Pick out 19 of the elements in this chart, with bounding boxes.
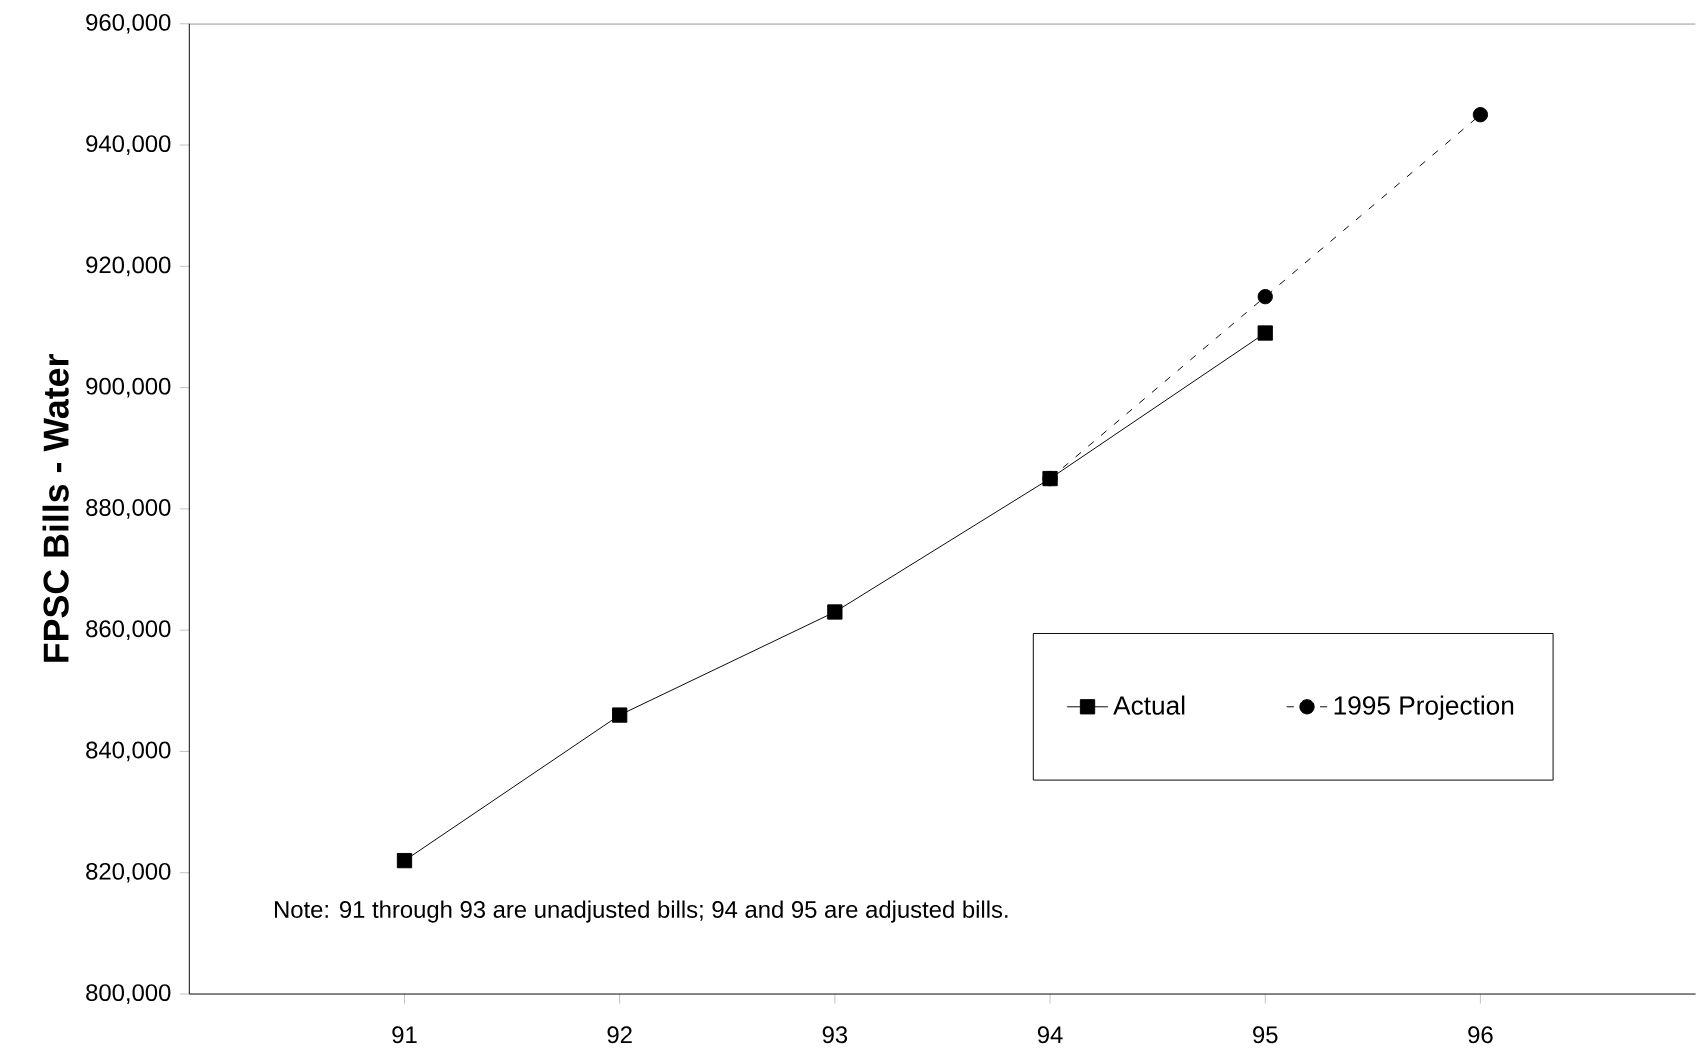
y-tick-label: 840,000 [86, 741, 171, 762]
y-tick-label: 880,000 [86, 499, 171, 519]
y-tick-label: 900,000 [86, 377, 171, 398]
y-tick-label: 920,000 [86, 256, 171, 277]
legend-label: 1995 Projection [1334, 695, 1514, 720]
legend-label: Actual [1113, 695, 1185, 715]
x-tick-label: 95 [1253, 1026, 1278, 1044]
y-tick-label: 820,000 [86, 862, 171, 883]
x-tick-label: 93 [822, 1026, 848, 1044]
y-tick-label: 860,000 [86, 620, 171, 640]
x-tick-label: 91 [392, 1026, 417, 1044]
y-tick-label: 960,000 [86, 13, 171, 34]
y-tick-label: 800,000 [86, 984, 171, 1004]
y-axis-title: FPSC Bills - Water [42, 353, 69, 662]
x-tick-label: 92 [607, 1026, 632, 1044]
annotation: Note: 91 through 93 are unadjusted bills; 94 and 95 are adjusted bills. [275, 900, 1008, 923]
x-tick-label: 94 [1037, 1026, 1063, 1044]
y-tick-label: 940,000 [86, 135, 171, 155]
x-tick-label: 96 [1468, 1026, 1493, 1044]
